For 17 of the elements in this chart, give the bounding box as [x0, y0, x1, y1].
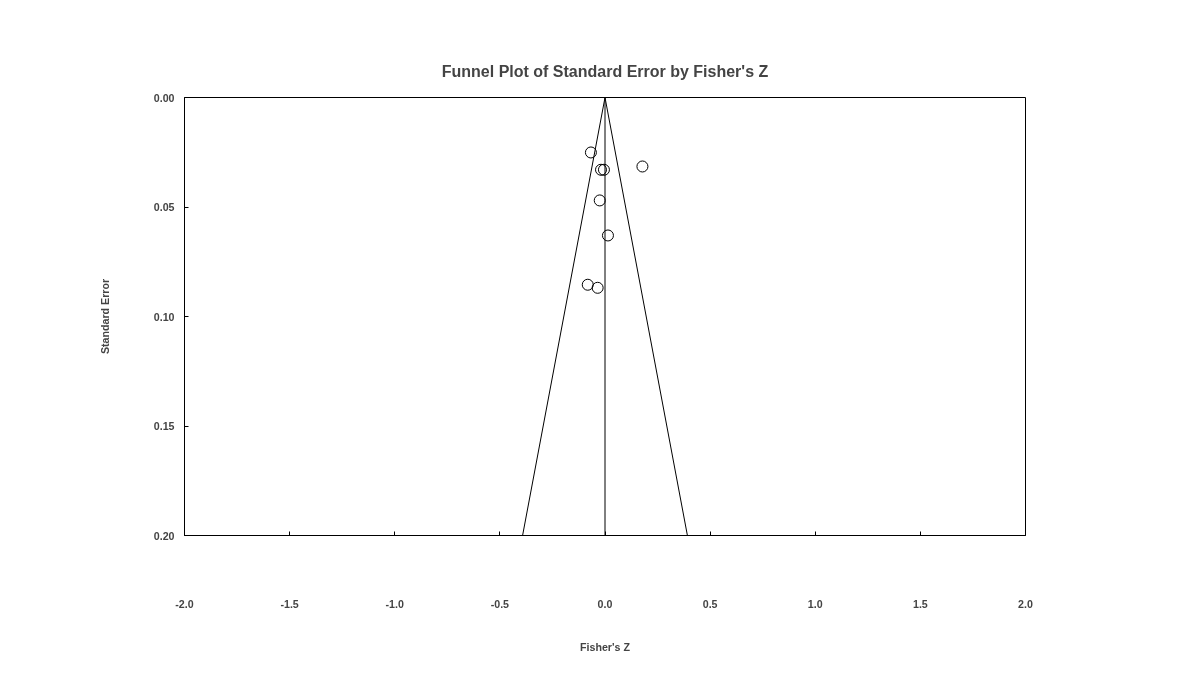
x-tick-label: 0.0: [597, 597, 613, 610]
y-tick-label: 0.15: [153, 420, 175, 432]
y-tick-label: 0.20: [153, 529, 175, 542]
chart-title: Funnel Plot of Standard Error by Fisher's Z: [441, 62, 769, 80]
x-tick-label: -1.0: [385, 597, 404, 610]
y-tick-label: 0.00: [153, 91, 175, 104]
x-axis-title: Fisher's Z: [580, 640, 631, 653]
y-axis-title: Standard Error: [98, 278, 111, 355]
x-tick-label: -2.0: [175, 597, 194, 610]
y-tick-label: 0.10: [153, 310, 175, 323]
x-tick-label: 1.0: [807, 597, 823, 610]
x-tick-label: -1.5: [280, 597, 299, 610]
x-tick-label: 0.5: [702, 597, 718, 610]
x-tick-label: 2.0: [1018, 597, 1033, 610]
x-tick-label: 1.5: [912, 597, 928, 610]
x-tick-label: -0.5: [490, 597, 510, 610]
y-tick-label: 0.05: [153, 201, 175, 213]
